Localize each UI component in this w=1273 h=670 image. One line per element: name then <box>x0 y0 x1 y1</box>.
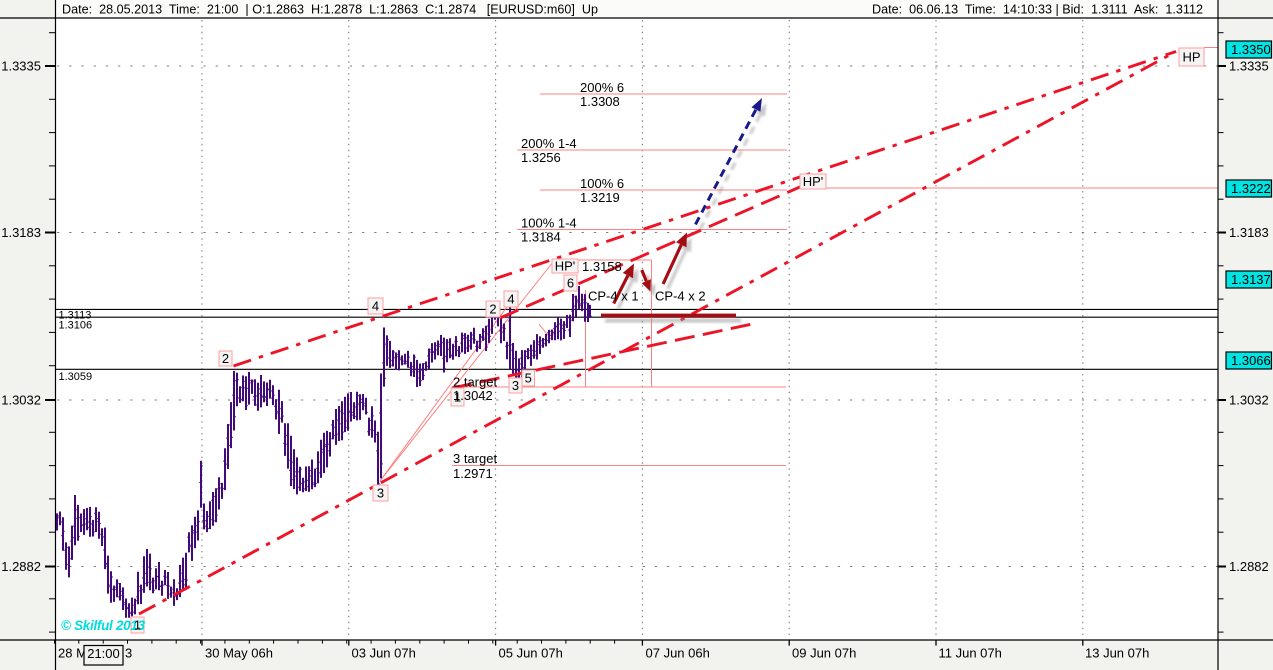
svg-text:07 Jun 06h: 07 Jun 06h <box>646 646 710 661</box>
svg-text:11 Jun 07h: 11 Jun 07h <box>939 646 1002 661</box>
svg-text:3: 3 <box>377 486 384 501</box>
svg-text:09 Jun 07h: 09 Jun 07h <box>792 646 856 661</box>
svg-text:13 Jun 07h: 13 Jun 07h <box>1085 646 1149 661</box>
svg-text:1.3183: 1.3183 <box>1 225 41 240</box>
svg-text:6: 6 <box>567 276 574 291</box>
svg-text:200% 6: 200% 6 <box>580 80 624 95</box>
svg-text:1.3335: 1.3335 <box>1229 59 1269 74</box>
svg-text:5: 5 <box>525 371 532 386</box>
svg-text:1.3106: 1.3106 <box>59 319 93 331</box>
svg-text:1: 1 <box>134 618 141 633</box>
svg-text:1.3222: 1.3222 <box>1231 181 1271 196</box>
svg-text:Date: 06.06.13 Time: 14:10:: Date: 06.06.13 Time: 14:10:33 | Bid: 1.3… <box>872 2 1203 17</box>
svg-text:1.3335: 1.3335 <box>1 59 41 74</box>
svg-text:1.3032: 1.3032 <box>1229 393 1269 408</box>
svg-text:CP-4 x 1: CP-4 x 1 <box>588 289 639 304</box>
svg-text:Date: 28.05.2013 Time: 21:0: Date: 28.05.2013 Time: 21:00 | O:1.2863 … <box>62 2 598 17</box>
svg-text:1.3350: 1.3350 <box>1231 42 1271 57</box>
svg-text:1.3158: 1.3158 <box>582 259 622 274</box>
svg-text:30 May 06h: 30 May 06h <box>205 646 273 661</box>
svg-text:200% 1-4: 200% 1-4 <box>521 136 577 151</box>
svg-text:4: 4 <box>372 299 379 314</box>
svg-text:HP: HP <box>1182 50 1200 65</box>
svg-text:03 Jun 07h: 03 Jun 07h <box>352 646 416 661</box>
svg-text:1.3183: 1.3183 <box>1229 225 1269 240</box>
svg-text:1.3042: 1.3042 <box>453 388 493 403</box>
svg-text:28 M: 28 M <box>58 646 87 661</box>
svg-text:2: 2 <box>489 302 496 317</box>
svg-text:1.2971: 1.2971 <box>453 466 493 481</box>
svg-text:100% 6: 100% 6 <box>580 176 624 191</box>
svg-text:1.3032: 1.3032 <box>1 393 41 408</box>
svg-text:3 target: 3 target <box>453 451 497 466</box>
svg-text:1.3137: 1.3137 <box>1231 272 1271 287</box>
svg-text:3: 3 <box>125 646 132 661</box>
svg-text:1: 1 <box>454 390 461 405</box>
svg-text:1.2882: 1.2882 <box>1 559 41 574</box>
svg-text:1.3066: 1.3066 <box>1231 353 1271 368</box>
svg-text:2 target: 2 target <box>453 375 497 390</box>
svg-text:1.2882: 1.2882 <box>1229 559 1269 574</box>
svg-text:21:00: 21:00 <box>87 646 120 661</box>
svg-text:4: 4 <box>507 292 514 307</box>
svg-text:2: 2 <box>222 351 229 366</box>
svg-text:1.3184: 1.3184 <box>521 230 561 245</box>
svg-text:1.3256: 1.3256 <box>521 150 561 165</box>
svg-text:© Skilful 2013: © Skilful 2013 <box>61 618 146 633</box>
svg-text:HP': HP' <box>555 259 576 274</box>
svg-text:1.3113: 1.3113 <box>59 310 92 322</box>
svg-text:1.3059: 1.3059 <box>59 371 93 383</box>
svg-text:1.3308: 1.3308 <box>580 94 620 109</box>
svg-text:CP-4 x 2: CP-4 x 2 <box>655 289 706 304</box>
svg-text:100% 1-4: 100% 1-4 <box>521 216 577 231</box>
svg-text:HP': HP' <box>803 174 824 189</box>
svg-text:1.3219: 1.3219 <box>580 190 620 205</box>
svg-text:05 Jun 07h: 05 Jun 07h <box>499 646 563 661</box>
svg-text:3: 3 <box>512 378 519 393</box>
